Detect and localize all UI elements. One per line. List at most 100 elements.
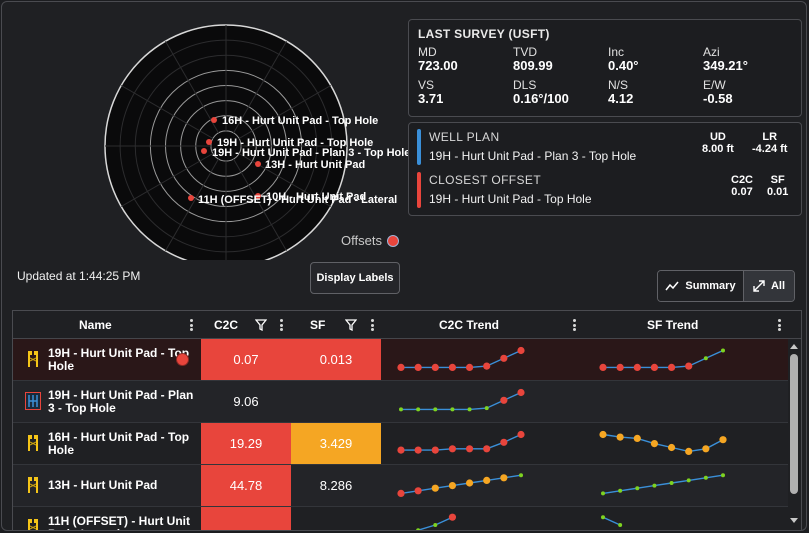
survey-field-label: Inc [608,45,625,59]
name-cell: 16H - Hurt Unit Pad - Top Hole [13,423,201,464]
polar-well-marker[interactable] [201,148,207,154]
survey-title: LAST SURVEY (USFT) [418,27,550,41]
name-column-menu-icon[interactable] [190,319,193,331]
scroll-thumb[interactable] [790,354,798,494]
column-header-name[interactable]: Name [79,318,112,332]
trend-sparkline [416,513,457,530]
c2c-filter-icon[interactable] [255,319,267,331]
lr-stat: LR -4.24 ft [752,131,787,155]
sf-filter-icon[interactable] [345,319,357,331]
table-header: Name C2C SF C2C Trend SF Trend [13,311,801,339]
trend-point [618,488,623,493]
trend-point [703,475,708,480]
well-plan-color-bar [417,129,421,165]
trend-point [652,483,657,488]
name-cell: 11H (OFFSET) - Hurt Unit Pad - Lateral [13,507,201,530]
well-plan-row: WELL PLAN 19H - Hurt Unit Pad - Plan 3 -… [417,129,797,165]
trend-point [431,484,439,492]
lr-label: LR [762,131,778,143]
expand-icon [753,280,765,292]
sf-cell [291,381,381,422]
scroll-up-icon[interactable] [788,341,800,351]
trend-point [616,433,624,441]
trend-point [618,523,623,527]
well-name: 16H - Hurt Unit Pad - Top Hole [48,429,190,457]
trend-point [721,348,725,353]
survey-field-vs: VS 3.71 [418,79,513,106]
table-row[interactable]: 19H - Hurt Unit Pad - Top Hole 0.07 0.013 [13,339,789,381]
trend-point [669,481,674,485]
c2c-trend-column-menu-icon[interactable] [573,319,576,331]
trend-point [465,445,474,453]
trend-point [433,407,438,412]
trend-point [448,363,457,371]
sf-value: 0.01 [767,186,789,198]
c2c-cell: 9.06 [233,394,259,409]
sf-column-menu-icon[interactable] [371,319,374,331]
trend-point [667,363,676,371]
trend-point [450,407,455,412]
well-plan-name: 19H - Hurt Unit Pad - Plan 3 - Top Hole [429,149,637,163]
trend-point [517,388,525,397]
trend-point [500,354,508,362]
trend-point [483,445,491,453]
column-header-c2c-trend[interactable]: C2C Trend [439,318,500,332]
polar-spoke [120,85,214,139]
polar-well-marker[interactable] [255,161,261,167]
scroll-down-icon[interactable] [788,516,800,526]
table-row[interactable]: 16H - Hurt Unit Pad - Top Hole 19.29 3.429 [13,423,789,465]
updated-timestamp: Updated at 1:44:25 PM [17,269,141,283]
offsets-legend-label: Offsets [341,233,382,248]
table-row[interactable]: 11H (OFFSET) - Hurt Unit Pad - Lateral [13,507,789,530]
c2c-cell: 0.07 [201,339,291,380]
polar-well-label: 11H (OFFSET) - Hurt Unit Pad - Lateral [198,194,397,206]
survey-field-value: 3.71 [418,91,444,106]
survey-field-value: 0.40° [608,58,639,73]
polar-well-marker[interactable] [255,193,261,199]
offsets-legend[interactable]: Offsets [341,233,399,248]
c2c-cell: 44.78 [201,465,291,506]
table-row[interactable]: 13H - Hurt Unit Pad 44.78 8.286 [13,465,789,507]
display-labels-button[interactable]: Display Labels [310,262,400,294]
all-button[interactable]: All [744,271,794,301]
polar-spoke [165,40,219,134]
trend-point [633,363,641,371]
trend-point [721,473,725,478]
table-row[interactable]: 19H - Hurt Unit Pad - Plan 3 - Top Hole 9… [13,381,789,423]
trend-point [399,407,403,412]
table-scrollbar[interactable] [788,339,800,530]
survey-field-value: 349.21° [703,58,748,73]
trend-point [465,479,474,487]
c2c-cell: 19.29 [201,423,291,464]
sf-trend-column-menu-icon[interactable] [778,319,781,331]
polar-well-marker[interactable] [206,139,212,145]
trend-point [601,515,605,520]
c2c-cell [201,507,291,530]
rig-icon [28,351,38,367]
survey-field-tvd: TVD 809.99 [513,46,608,73]
trend-point [633,434,641,442]
survey-field-value: 809.99 [513,58,553,73]
c2c-column-menu-icon[interactable] [280,319,283,331]
column-header-sf[interactable]: SF [310,318,326,332]
trend-point [483,476,491,484]
column-header-sf-trend[interactable]: SF Trend [647,318,699,332]
trend-point [667,443,676,452]
polar-spoke [233,158,287,252]
polar-well-label: 16H - Hurt Unit Pad - Top Hole [222,115,378,127]
polar-well-marker[interactable] [211,117,217,123]
trend-point [519,473,523,478]
sf-cell: 8.286 [319,478,353,493]
trend-point [517,430,525,439]
well-name: 11H (OFFSET) - Hurt Unit Pad - Lateral [48,513,190,530]
closest-offset-row: CLOSEST OFFSET 19H - Hurt Unit Pad - Top… [417,172,797,208]
trend-point [500,474,508,482]
polar-well-marker[interactable] [188,195,194,201]
trend-point [448,482,457,490]
trend-point [500,438,508,446]
polar-spoke [233,40,287,134]
trend-sparkline [397,430,525,454]
column-header-c2c[interactable]: C2C [214,318,239,332]
trend-sparkline [601,473,725,496]
summary-button[interactable]: Summary [658,271,744,301]
